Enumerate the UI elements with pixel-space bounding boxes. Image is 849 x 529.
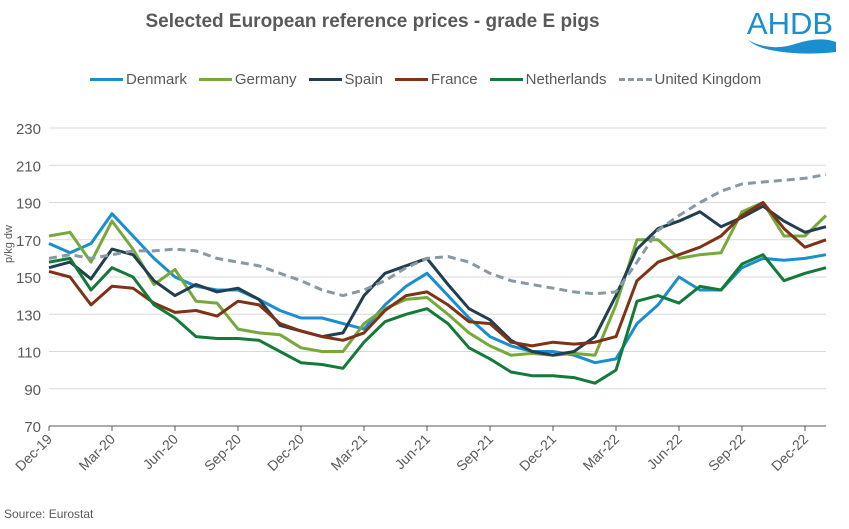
legend-swatch bbox=[198, 78, 232, 81]
ahdb-logo: AHDB bbox=[747, 6, 836, 54]
legend-swatch bbox=[308, 78, 342, 81]
series-line-netherlands bbox=[48, 253, 827, 385]
y-tick-label: 110 bbox=[17, 345, 41, 362]
x-tick-label: Jun-20 bbox=[140, 431, 182, 473]
y-tick-label: 230 bbox=[16, 121, 41, 138]
x-tick-label: Jun-21 bbox=[392, 431, 434, 473]
series-line-france bbox=[48, 201, 827, 348]
source-note: Source: Eurostat bbox=[4, 507, 94, 521]
legend-label: Netherlands bbox=[525, 71, 607, 88]
y-tick-label: 170 bbox=[16, 233, 41, 250]
legend-label: Denmark bbox=[126, 71, 187, 88]
x-tick-label: Sep-21 bbox=[453, 431, 496, 474]
x-tick-label: Sep-22 bbox=[705, 431, 748, 474]
x-tick-label: Dec-21 bbox=[516, 431, 559, 474]
legend-swatch bbox=[618, 78, 652, 81]
x-tick-label: Dec-19 bbox=[12, 431, 55, 474]
x-tick-label: Mar-22 bbox=[579, 431, 622, 474]
x-tick-label: Dec-20 bbox=[264, 431, 307, 474]
legend-label: Spain bbox=[344, 71, 383, 88]
chart-title: Selected European reference prices - gra… bbox=[145, 11, 600, 32]
legend-item: Spain bbox=[308, 71, 383, 88]
y-tick-label: 210 bbox=[16, 158, 41, 175]
y-tick-label: 190 bbox=[16, 196, 41, 213]
x-tick-label: Dec-22 bbox=[768, 431, 811, 474]
series-line-germany bbox=[48, 201, 828, 357]
x-tick-label: Mar-20 bbox=[75, 431, 118, 474]
legend-item: France bbox=[394, 71, 478, 88]
logo-text: AHDB bbox=[747, 6, 833, 41]
legend-label: France bbox=[430, 71, 478, 88]
legend-item: United Kingdom bbox=[618, 71, 762, 88]
legend-swatch bbox=[90, 78, 123, 81]
x-tick-label: Sep-20 bbox=[201, 431, 244, 474]
y-tick-label: 150 bbox=[16, 270, 41, 287]
legend: Denmark Germany Spain France Netherlands Unit… bbox=[90, 71, 761, 88]
legend-swatch bbox=[489, 78, 523, 81]
x-tick-label: Mar-21 bbox=[327, 431, 370, 474]
x-tick-label: Jun-22 bbox=[644, 431, 686, 473]
legend-swatch bbox=[394, 78, 428, 81]
legend-label: United Kingdom bbox=[654, 71, 762, 88]
legend-item: Germany bbox=[198, 71, 297, 88]
legend-label: Germany bbox=[234, 71, 297, 88]
legend-item: Netherlands bbox=[489, 71, 607, 88]
y-tick-label: 130 bbox=[16, 307, 41, 324]
series-line-united-kingdom bbox=[48, 173, 827, 298]
legend-item: Denmark bbox=[90, 71, 187, 88]
y-tick-label: 90 bbox=[24, 382, 41, 399]
series-line-spain bbox=[48, 204, 827, 357]
y-tick-label: 70 bbox=[24, 419, 41, 436]
